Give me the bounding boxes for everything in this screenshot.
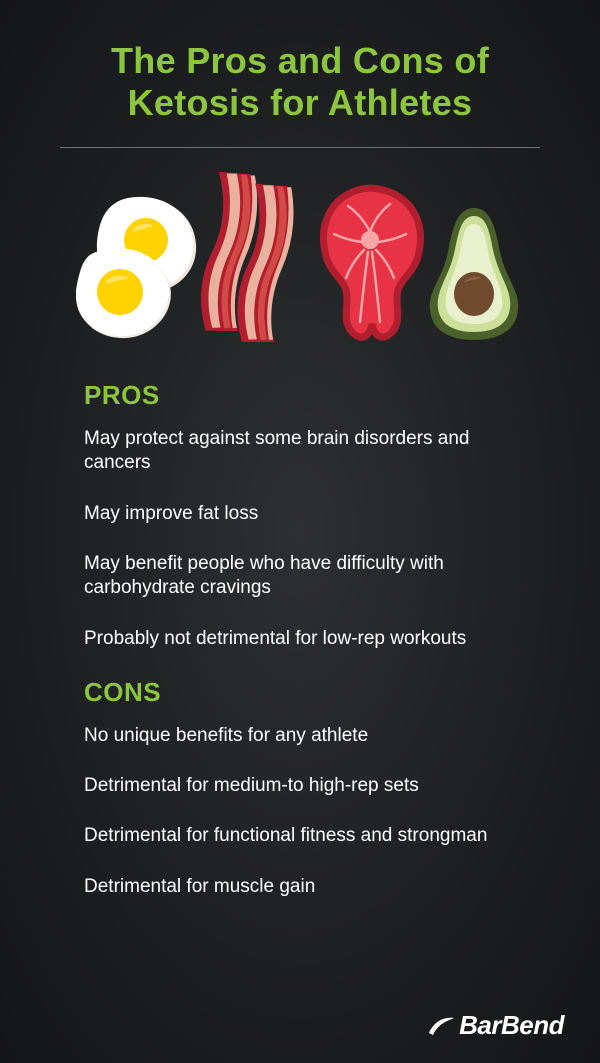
cons-heading: CONS: [84, 677, 530, 708]
title-line-1: The Pros and Cons of: [111, 40, 489, 81]
cons-item: Detrimental for medium-to high-rep sets: [84, 774, 530, 798]
title-divider: [60, 147, 540, 148]
cons-item: Detrimental for muscle gain: [84, 875, 530, 899]
pros-item: May improve fat loss: [84, 502, 530, 526]
cons-item: Detrimental for functional fitness and s…: [84, 824, 530, 848]
pros-item: May benefit people who have difficulty w…: [84, 552, 530, 601]
pros-item: Probably not detrimental for low-rep wor…: [84, 627, 530, 651]
infographic-page: The Pros and Cons of Ketosis for Athlete…: [0, 0, 600, 899]
brand-name: BarBend: [459, 1010, 564, 1041]
cons-item: No unique benefits for any athlete: [84, 724, 530, 748]
bacon-icon: [194, 172, 324, 342]
pros-section: PROS May protect against some brain diso…: [84, 380, 530, 651]
content-area: PROS May protect against some brain diso…: [60, 380, 540, 899]
pros-heading: PROS: [84, 380, 530, 411]
page-title: The Pros and Cons of Ketosis for Athlete…: [60, 40, 540, 125]
cons-section: CONS No unique benefits for any athlete …: [84, 677, 530, 899]
salmon-steak-icon: [310, 182, 430, 342]
avocado-icon: [424, 202, 524, 342]
pros-item: May protect against some brain disorders…: [84, 427, 530, 476]
food-illustration-row: [60, 172, 540, 342]
barbell-swoosh-icon: [427, 1015, 455, 1037]
brand-logo: BarBend: [427, 1010, 564, 1041]
title-line-2: Ketosis for Athletes: [128, 82, 473, 123]
